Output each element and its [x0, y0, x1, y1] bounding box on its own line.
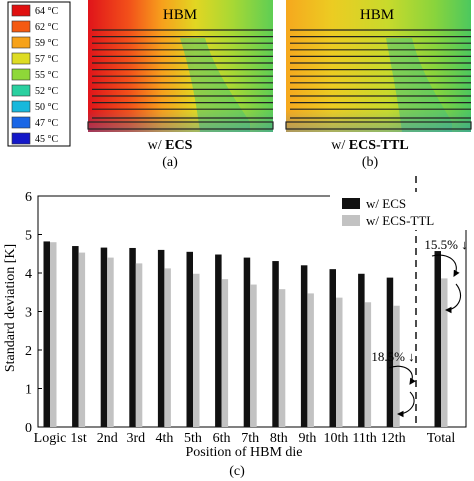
- bar-ecs-ttl-10th: [336, 297, 343, 427]
- colorbar-swatch: [11, 20, 31, 33]
- cool-region-a: [180, 38, 250, 132]
- blue-base-a: [88, 110, 273, 132]
- bar-ecs-ttl-8th: [278, 289, 286, 427]
- colorbar: 64 °C 62 °C 59 °C 57 °C 55 °C 52 °C 50 °C 47 °C…: [7, 1, 71, 147]
- colorbar-swatch: [11, 84, 31, 97]
- colorbar-swatch: [11, 116, 31, 129]
- curved-arrow-icon: [388, 365, 416, 385]
- bar-ecs-7th: [243, 257, 251, 427]
- map-caption-a: w/ ECS: [148, 138, 193, 153]
- bar-ecs-10th: [329, 269, 336, 427]
- y-tick-label: 2: [25, 344, 32, 359]
- colorbar-swatch: [11, 36, 31, 49]
- legend-swatch: [342, 215, 360, 226]
- bar-ecs-4th: [157, 249, 165, 427]
- bar-ecs-ttl-11th: [364, 302, 372, 427]
- legend-label: w/ ECS-TTL: [366, 213, 434, 228]
- thermal-map-ecs-ttl: HBM w/ ECS-TTL (b): [285, 0, 472, 170]
- sublabel-b: (b): [362, 155, 379, 170]
- x-tick-label: 7th: [241, 431, 259, 446]
- x-tick-label: 10th: [324, 431, 349, 446]
- colorbar-label: 55 °C: [35, 70, 58, 81]
- bar-ecs-ttl-9th: [307, 293, 314, 427]
- bar-ecs-ttl-7th: [250, 284, 257, 427]
- x-tick-label: 8th: [270, 431, 288, 446]
- blue-base-b: [286, 110, 471, 132]
- x-tick-label: Total: [427, 431, 456, 446]
- colorbar-label: 52 °C: [35, 86, 58, 97]
- y-tick-label: 3: [25, 306, 32, 321]
- x-axis-label: Position of HBM die: [185, 445, 302, 460]
- curved-arrow-icon: [396, 391, 415, 418]
- curved-arrow-icon: [431, 254, 460, 277]
- colorbar-label: 64 °C: [35, 6, 58, 17]
- y-axis-label: Standard deviation [K]: [3, 244, 18, 372]
- x-tick-label: 6th: [213, 431, 231, 446]
- colorbar-swatch: [11, 52, 31, 65]
- colorbar-label: 47 °C: [35, 118, 58, 129]
- y-tick-label: 1: [25, 383, 32, 398]
- bar-ecs-1st: [72, 246, 79, 427]
- y-tick-label: 6: [25, 190, 32, 205]
- annotation-total: 15.5% ↓: [424, 237, 467, 252]
- map-caption-b: w/ ECS-TTL: [331, 138, 408, 153]
- bar-ecs-ttl-total: [441, 278, 448, 427]
- hbm-die-stack-b: [285, 29, 472, 130]
- chart-sublabel: (c): [229, 464, 245, 479]
- bar-ecs-2nd: [100, 247, 108, 427]
- bar-ecs-6th: [215, 254, 222, 427]
- x-tick-label: 9th: [298, 431, 316, 446]
- bar-ecs-12th: [386, 277, 394, 427]
- bar-ecs-ttl-4th: [164, 268, 171, 427]
- x-tick-label: Logic: [34, 431, 67, 446]
- logic-die-outline: [285, 121, 472, 130]
- hbm-label-a: HBM: [163, 7, 197, 23]
- bar-ecs-ttl-5th: [193, 273, 200, 427]
- x-tick-label: 12th: [381, 431, 406, 446]
- x-tick-label: 5th: [184, 431, 202, 446]
- bar-ecs-9th: [300, 265, 308, 427]
- colorbar-swatch: [11, 100, 31, 113]
- x-tick-label: 3rd: [126, 431, 145, 446]
- colorbar-label: 62 °C: [35, 22, 58, 33]
- bar-ecs-total: [434, 251, 441, 427]
- y-tick-label: 4: [25, 267, 32, 282]
- bar-ecs-3rd: [129, 247, 136, 427]
- bar-ecs-ttl-1st: [78, 252, 86, 427]
- annotation-12th: 18.5% ↓: [371, 349, 414, 364]
- colorbar-label: 50 °C: [35, 102, 58, 113]
- bar-ecs-logic: [43, 241, 50, 427]
- bar-ecs-11th: [358, 273, 365, 427]
- y-tick-label: 5: [25, 229, 32, 244]
- colorbar-swatch: [11, 132, 31, 145]
- bar-ecs-ttl-3rd: [135, 263, 143, 427]
- colorbar-swatch: [11, 4, 31, 17]
- logic-die-outline: [87, 121, 274, 130]
- bar-chart: 0 1 2 3 4 5 6 Logic 1st 2nd 3rd 4th 5th 6th 7th 8th 9th 1…: [3, 176, 470, 479]
- colorbar-label: 59 °C: [35, 38, 58, 49]
- legend: w/ ECS w/ ECS-TTL: [330, 192, 470, 230]
- bar-ecs-8th: [272, 261, 279, 427]
- legend-swatch: [342, 198, 360, 209]
- x-tick-label: 2nd: [97, 431, 118, 446]
- x-tick-label: 1st: [70, 431, 86, 446]
- thermal-map-ecs: HBM w/ ECS (a): [87, 0, 274, 170]
- hbm-die-stack-a: [87, 29, 274, 130]
- colorbar-label: 57 °C: [35, 54, 58, 65]
- bar-ecs-ttl-6th: [221, 279, 229, 427]
- hbm-label-b: HBM: [360, 7, 394, 23]
- legend-label: w/ ECS: [366, 196, 406, 211]
- colorbar-swatch: [11, 68, 31, 81]
- bar-ecs-ttl-2nd: [107, 257, 114, 427]
- bar-ecs-ttl-logic: [50, 242, 57, 427]
- y-tick-label: 0: [25, 421, 32, 436]
- colorbar-label: 45 °C: [35, 134, 58, 145]
- curved-arrow-icon: [444, 283, 461, 314]
- x-tick-label: 4th: [155, 431, 173, 446]
- sublabel-a: (a): [162, 155, 178, 170]
- bar-ecs-5th: [186, 251, 193, 427]
- cool-region-b: [386, 38, 452, 132]
- x-tick-label: 11th: [352, 431, 376, 446]
